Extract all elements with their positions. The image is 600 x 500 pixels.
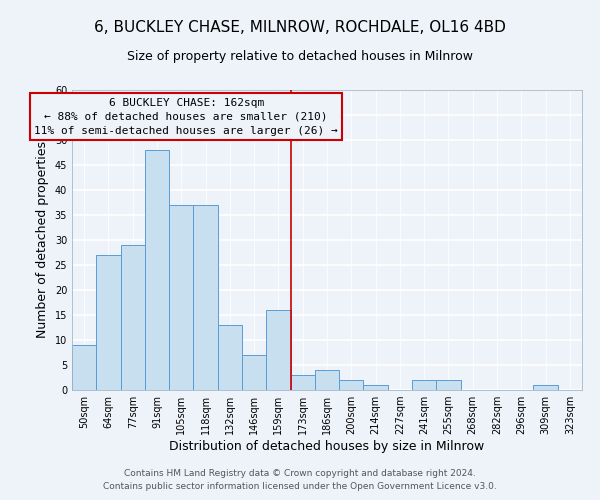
Bar (218, 325, 242, 390)
Bar (315, 370, 339, 390)
Text: Contains HM Land Registry data © Crown copyright and database right 2024.: Contains HM Land Registry data © Crown c… (124, 468, 476, 477)
Bar (339, 380, 364, 390)
Bar (96, 255, 121, 390)
Bar (72, 345, 96, 390)
Bar (193, 205, 218, 390)
Text: Size of property relative to detached houses in Milnrow: Size of property relative to detached ho… (127, 50, 473, 63)
Text: Contains public sector information licensed under the Open Government Licence v3: Contains public sector information licen… (103, 482, 497, 491)
Bar (169, 205, 193, 390)
Bar (364, 385, 388, 390)
X-axis label: Distribution of detached houses by size in Milnrow: Distribution of detached houses by size … (169, 440, 485, 453)
Bar (121, 245, 145, 390)
Bar (145, 150, 169, 390)
Bar (436, 380, 461, 390)
Bar (266, 310, 290, 390)
Text: 6 BUCKLEY CHASE: 162sqm
← 88% of detached houses are smaller (210)
11% of semi-d: 6 BUCKLEY CHASE: 162sqm ← 88% of detache… (34, 98, 338, 136)
Y-axis label: Number of detached properties: Number of detached properties (36, 142, 49, 338)
Bar (412, 380, 436, 390)
Bar (242, 355, 266, 390)
Bar (290, 375, 315, 390)
Bar (533, 385, 558, 390)
Text: 6, BUCKLEY CHASE, MILNROW, ROCHDALE, OL16 4BD: 6, BUCKLEY CHASE, MILNROW, ROCHDALE, OL1… (94, 20, 506, 35)
